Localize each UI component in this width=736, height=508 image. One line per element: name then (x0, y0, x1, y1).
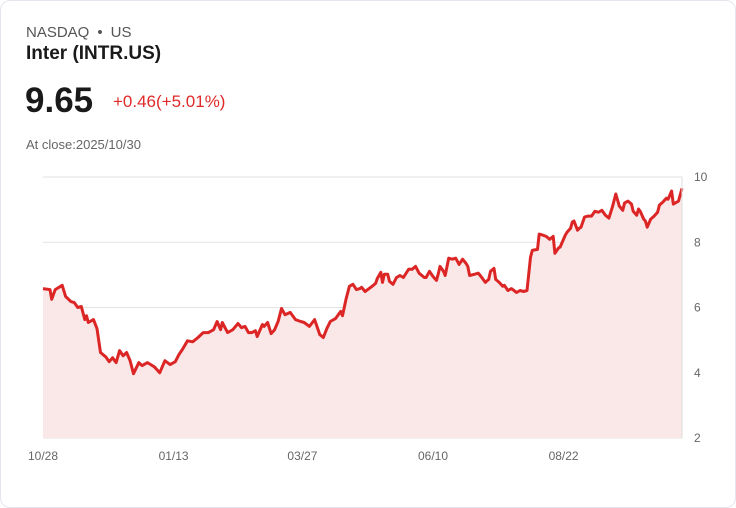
separator-dot: • (97, 24, 103, 41)
price-area-fill (43, 188, 682, 438)
stock-price: 9.65 (25, 81, 94, 120)
y-tick-label: 10 (694, 170, 708, 184)
x-tick-label: 03/27 (287, 449, 317, 463)
y-tick-label: 8 (694, 235, 701, 249)
price-line (42, 188, 684, 376)
close-date: At close:2025/10/30 (26, 137, 141, 152)
y-tick-label: 2 (694, 431, 701, 445)
y-tick-label: 4 (694, 366, 701, 380)
x-tick-label: 01/13 (159, 449, 189, 463)
y-tick-label: 6 (694, 301, 701, 315)
exchange-line: NASDAQ • US (26, 24, 131, 41)
x-tick-label: 10/28 (28, 449, 58, 463)
x-tick-label: 06/10 (418, 449, 448, 463)
stock-name: Inter (INTR.US) (26, 43, 162, 64)
exchange-name: NASDAQ (26, 24, 90, 41)
price-change: +0.46(+5.01%) (113, 92, 226, 111)
x-tick-label: 08/22 (549, 449, 579, 463)
region: US (110, 24, 132, 41)
